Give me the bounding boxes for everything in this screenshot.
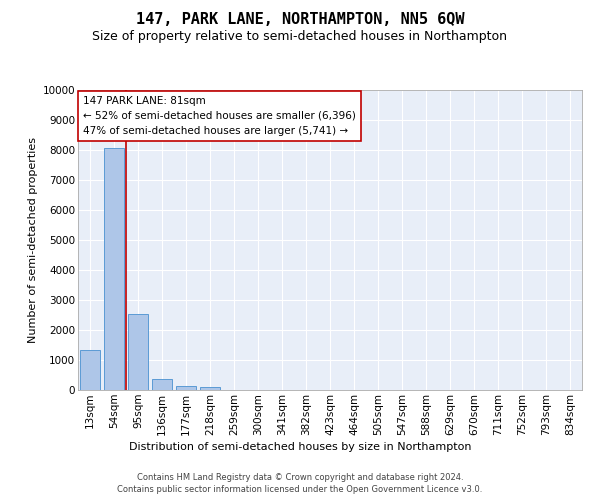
Text: Contains HM Land Registry data © Crown copyright and database right 2024.: Contains HM Land Registry data © Crown c… bbox=[137, 472, 463, 482]
Bar bbox=[128, 314, 148, 390]
Bar bbox=[200, 388, 220, 390]
Text: Contains public sector information licensed under the Open Government Licence v3: Contains public sector information licen… bbox=[118, 485, 482, 494]
Bar bbox=[152, 378, 172, 390]
Text: Size of property relative to semi-detached houses in Northampton: Size of property relative to semi-detach… bbox=[92, 30, 508, 43]
Bar bbox=[80, 350, 100, 390]
Text: 147, PARK LANE, NORTHAMPTON, NN5 6QW: 147, PARK LANE, NORTHAMPTON, NN5 6QW bbox=[136, 12, 464, 28]
Text: Distribution of semi-detached houses by size in Northampton: Distribution of semi-detached houses by … bbox=[129, 442, 471, 452]
Text: 147 PARK LANE: 81sqm
← 52% of semi-detached houses are smaller (6,396)
47% of se: 147 PARK LANE: 81sqm ← 52% of semi-detac… bbox=[83, 96, 356, 136]
Bar bbox=[176, 386, 196, 390]
Y-axis label: Number of semi-detached properties: Number of semi-detached properties bbox=[28, 137, 38, 343]
Bar bbox=[104, 148, 124, 390]
